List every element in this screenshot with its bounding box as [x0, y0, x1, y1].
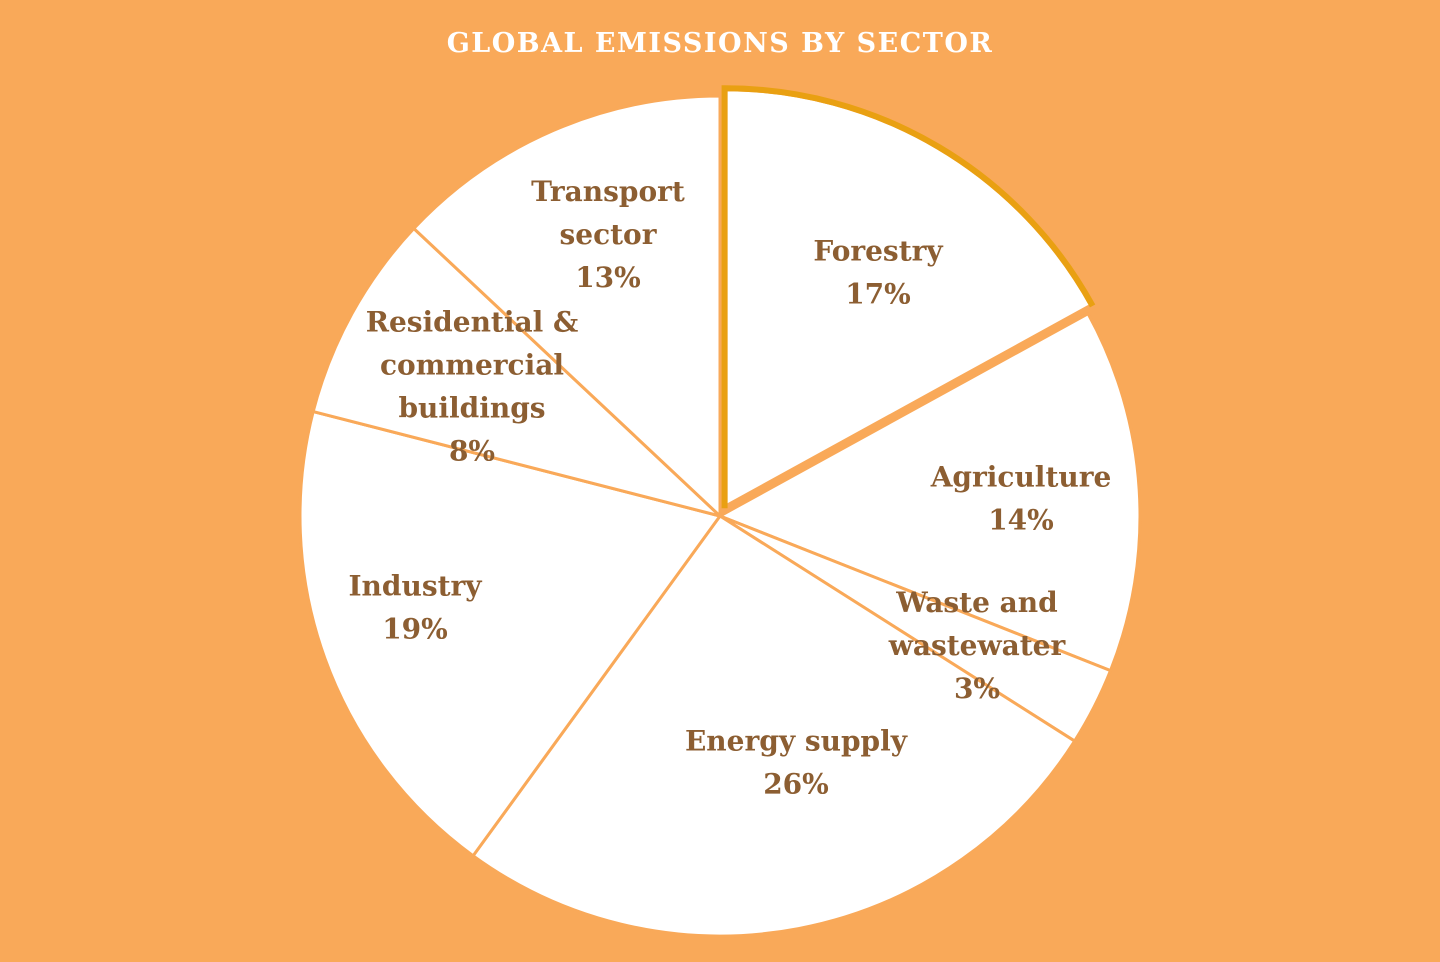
slice-category-label: Forestry: [813, 235, 943, 268]
slice-category-label: wastewater: [888, 629, 1067, 662]
slice-value-label: 14%: [988, 504, 1054, 537]
slice-label-energy-supply: Energy supply 26%: [685, 725, 908, 801]
slice-category-label: Waste and: [895, 586, 1058, 619]
slice-category-label: buildings: [398, 392, 545, 425]
highlight-layer: [721, 85, 1096, 509]
pie-slice-transport-sector: [412, 94, 722, 518]
pie-slice-agriculture: [718, 312, 1142, 673]
slice-label-industry: Industry 19%: [348, 570, 482, 646]
slice-value-label: 19%: [382, 613, 448, 646]
pie-slice-residential-commercial-buildings: [311, 226, 722, 518]
slice-category-label: Agriculture: [930, 461, 1112, 494]
slice-label-waste-and-wastewater: Waste and wastewater 3%: [888, 586, 1067, 705]
slice-label-forestry: Forestry 17%: [813, 235, 943, 311]
slice-label-agriculture: Agriculture 14%: [930, 461, 1112, 537]
slice-value-label: 3%: [954, 672, 1000, 705]
slice-label-residential-commercial-buildings: Residential & commercial buildings 8%: [366, 306, 579, 468]
pie-slice-highlight-border: [721, 85, 1096, 509]
slice-value-label: 17%: [845, 278, 911, 311]
slice-category-label: Energy supply: [685, 725, 908, 758]
slice-category-label: Industry: [348, 570, 482, 603]
pie-slice-industry: [298, 410, 722, 858]
slice-category-label: Residential &: [366, 306, 579, 339]
chart-title: GLOBAL EMISSIONS BY SECTOR: [446, 28, 994, 59]
slice-value-label: 26%: [763, 768, 829, 801]
slice-category-label: commercial: [380, 349, 564, 382]
slice-category-label: Transport: [531, 175, 685, 208]
slice-value-label: 13%: [575, 261, 641, 294]
slice-label-transport-sector: Transport sector 13%: [531, 175, 685, 294]
labels-layer: Forestry 17% Agriculture 14% Waste and wastew…: [348, 175, 1111, 801]
pie-slice-energy-supply: [471, 514, 1077, 938]
slice-category-label: sector: [560, 218, 658, 251]
slice-value-label: 8%: [449, 435, 495, 468]
